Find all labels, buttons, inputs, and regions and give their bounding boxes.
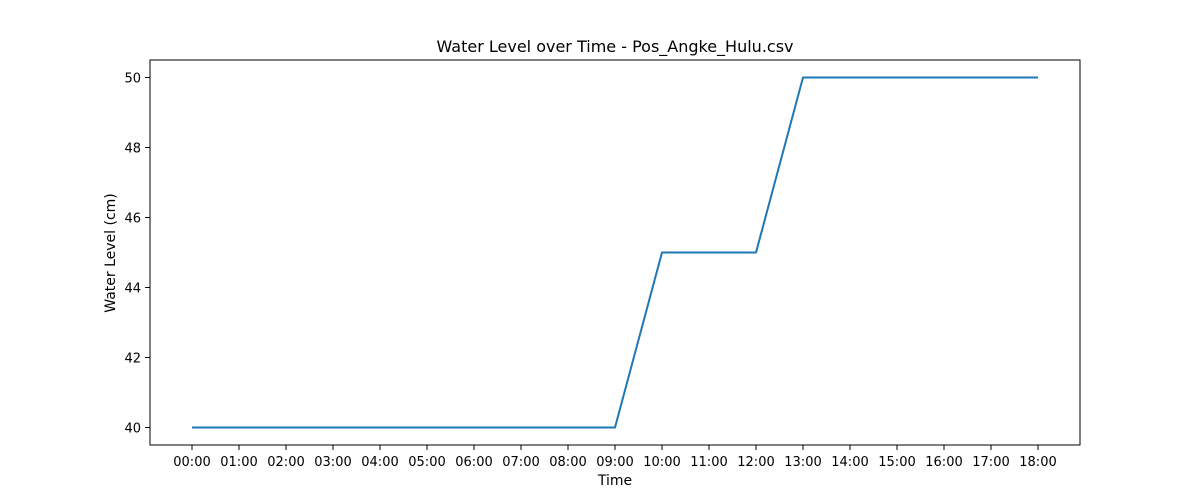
x-axis: 00:00 01:00 02:00 03:00 04:00 05:00 06:00 07:00… <box>173 445 1057 470</box>
x-tick-label: 15:00 <box>878 455 915 470</box>
x-axis-label: Time <box>597 473 632 489</box>
series-layer <box>192 76 1038 429</box>
plot-area <box>149 59 1081 446</box>
x-tick-label: 01:00 <box>220 455 257 470</box>
x-tick-label: 09:00 <box>596 455 633 470</box>
x-tick-label: 11:00 <box>690 455 727 470</box>
x-tick-label: 16:00 <box>925 455 962 470</box>
x-tick-label: 14:00 <box>831 455 868 470</box>
y-tick-label: 40 <box>124 422 141 437</box>
y-tick-label: 44 <box>124 282 141 297</box>
y-tick-label: 50 <box>124 72 141 87</box>
y-axis: 40 42 44 46 48 50 <box>124 72 150 437</box>
chart-title: Water Level over Time - Pos_Angke_Hulu.c… <box>437 37 794 57</box>
x-tick-label: 18:00 <box>1019 455 1056 470</box>
x-tick-label: 04:00 <box>361 455 398 470</box>
x-tick-label: 06:00 <box>455 455 492 470</box>
y-tick-label: 48 <box>124 142 141 157</box>
x-tick-label: 13:00 <box>784 455 821 470</box>
x-tick-label: 00:00 <box>173 455 210 470</box>
x-tick-label: 17:00 <box>972 455 1009 470</box>
x-tick-label: 02:00 <box>267 455 304 470</box>
y-axis-label: Water Level (cm) <box>103 193 119 313</box>
y-tick-label: 42 <box>124 352 141 367</box>
x-tick-label: 07:00 <box>502 455 539 470</box>
x-tick-label: 05:00 <box>408 455 445 470</box>
x-tick-label: 10:00 <box>643 455 680 470</box>
series-line <box>192 76 1038 429</box>
x-tick-label: 03:00 <box>314 455 351 470</box>
y-tick-label: 46 <box>124 212 141 227</box>
x-tick-label: 12:00 <box>737 455 774 470</box>
x-tick-label: 08:00 <box>549 455 586 470</box>
